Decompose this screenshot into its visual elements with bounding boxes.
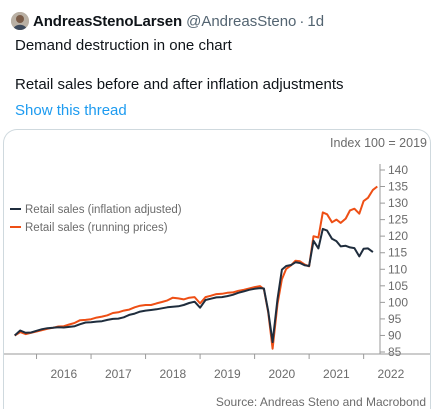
legend: Retail sales (inflation adjusted) Retail… (10, 204, 182, 234)
separator-dot: · (299, 12, 305, 30)
x-tick-label: 2019 (214, 367, 241, 381)
tweet-text-line-1: Demand destruction in one chart (15, 37, 232, 54)
legend-label-running-prices: Retail sales (running prices) (25, 222, 168, 234)
y-tick-label: 130 (388, 196, 408, 210)
index-note: Index 100 = 2019 (330, 136, 427, 150)
legend-label-inflation-adjusted: Retail sales (inflation adjusted) (25, 204, 182, 216)
x-tick-label: 2022 (378, 367, 405, 381)
source-note: Source: Andreas Steno and Macrobond (216, 395, 426, 409)
x-tick-label: 2016 (50, 367, 77, 381)
author-handle[interactable]: @AndreasSteno (186, 12, 297, 30)
y-axis: 85 90 95 100 105 110 115 120 125 130 135 140 (379, 163, 408, 359)
y-tick-label: 140 (388, 163, 408, 177)
show-thread-link[interactable]: Show this thread (15, 102, 127, 119)
y-tick-label: 105 (388, 279, 408, 293)
avatar[interactable] (11, 12, 29, 30)
y-tick-label: 100 (388, 295, 408, 309)
chart-image-card[interactable]: Index 100 = 2019 85 90 95 100 105 110 115 120 12… (3, 129, 431, 409)
y-tick-label: 135 (388, 180, 408, 194)
y-tick-label: 95 (388, 312, 402, 326)
y-tick-label: 85 (388, 345, 402, 359)
tweet-time[interactable]: 1d (307, 12, 325, 30)
y-tick-label: 90 (388, 328, 402, 342)
y-tick-label: 115 (388, 246, 407, 260)
x-tick-label: 2018 (159, 367, 186, 381)
y-tick-label: 125 (388, 213, 408, 227)
y-tick-label: 110 (388, 262, 407, 276)
x-axis: 2016 2017 2018 2019 2020 2021 2022 (4, 353, 430, 381)
author-name[interactable]: AndreasStenoLarsen (33, 12, 183, 30)
chart: Index 100 = 2019 85 90 95 100 105 110 115 120 12… (4, 136, 430, 409)
x-tick-label: 2021 (323, 367, 350, 381)
series-line-inflation-adjusted (14, 227, 374, 344)
plot-area (14, 185, 378, 350)
tweet-text-line-2: Retail sales before and after inflation … (15, 76, 344, 93)
tweet-header: AndreasStenoLarsen @AndreasSteno · 1d (11, 11, 324, 31)
series-line-running-prices (14, 185, 378, 350)
y-tick-label: 120 (388, 229, 408, 243)
x-tick-label: 2017 (105, 367, 132, 381)
x-tick-label: 2020 (269, 367, 296, 381)
